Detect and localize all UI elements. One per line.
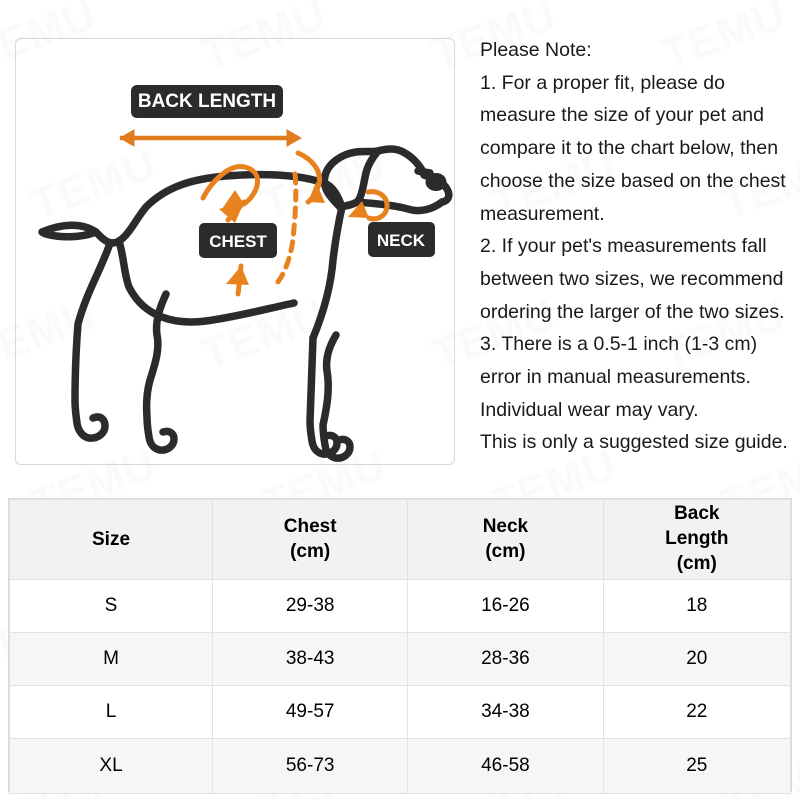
svg-text:BACK LENGTH: BACK LENGTH: [138, 91, 276, 112]
svg-text:CHEST: CHEST: [209, 232, 267, 251]
svg-text:NECK: NECK: [377, 231, 426, 250]
